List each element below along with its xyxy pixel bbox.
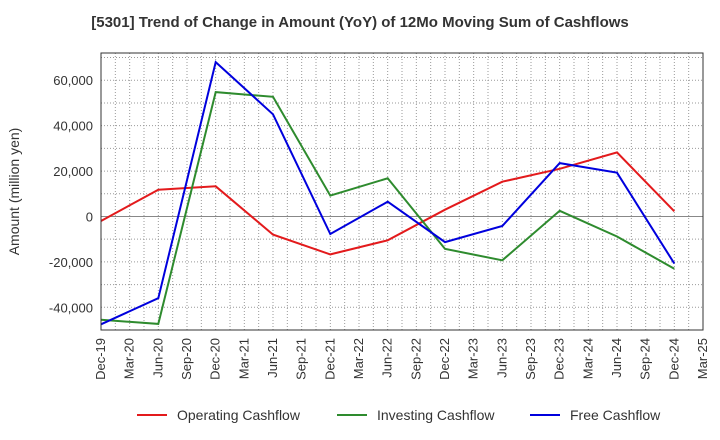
legend-swatch-free [530,414,560,416]
x-tick-label: Dec-20 [208,338,223,380]
x-tick-label: Dec-23 [552,338,567,380]
y-tick-label: 60,000 [53,73,93,88]
y-tick-labels: -40,000 -20,000 0 20,000 40,000 60,000 [49,73,93,315]
x-tick-label: Jun-23 [494,338,509,378]
chart-title: [5301] Trend of Change in Amount (YoY) o… [91,14,629,31]
x-tick-label: Mar-21 [236,338,251,379]
series-line-free-cashflow[interactable] [100,60,676,326]
x-tick-label: Sep-21 [294,338,309,380]
x-tick-label: Mar-22 [351,338,366,379]
x-tick-label: Jun-21 [265,338,280,378]
x-tick-label: Dec-19 [93,338,108,380]
y-tick-label: 40,000 [53,119,93,134]
series-line-investing-cashflow[interactable] [100,91,675,325]
legend-swatch-investing [337,414,367,416]
x-tick-label: Jun-20 [150,338,165,378]
x-tick-label: Mar-20 [122,338,137,379]
x-tick-label: Sep-24 [638,338,653,380]
y-tick-label: 0 [86,209,93,224]
legend-item-investing[interactable]: Investing Cashflow [337,404,495,426]
x-tick-label: Mar-25 [695,338,710,379]
x-tick-label: Dec-21 [322,338,337,380]
legend: Operating Cashflow Investing Cashflow Fr… [0,404,720,426]
series-line-operating-cashflow[interactable] [100,151,676,256]
legend-item-operating[interactable]: Operating Cashflow [137,404,300,426]
x-tick-label: Mar-23 [466,338,481,379]
legend-label-free: Free Cashflow [570,407,661,423]
horizontal-gridlines [101,57,703,308]
x-tick-label: Sep-20 [179,338,194,380]
x-tick-label: Jun-22 [380,338,395,378]
y-tick-label: -20,000 [49,255,93,270]
x-tick-label: Sep-23 [523,338,538,380]
legend-label-investing: Investing Cashflow [377,407,495,423]
y-tick-label: -40,000 [49,300,93,315]
x-tick-label: Jun-24 [609,338,624,378]
x-tick-label: Dec-24 [666,338,681,380]
legend-label-operating: Operating Cashflow [177,407,300,423]
legend-swatch-operating [137,414,167,416]
series-layer [100,60,676,326]
x-tick-label: Dec-22 [437,338,452,380]
y-axis-label: Amount (million yen) [6,128,22,256]
legend-item-free[interactable]: Free Cashflow [530,404,660,426]
plot-border [100,52,704,331]
x-tick-labels: Dec-19 Mar-20 Jun-20 Sep-20 Dec-20 Mar-21 Jun-… [93,338,710,380]
x-tick-label: Mar-24 [580,338,595,379]
x-tick-label: Sep-22 [408,338,423,380]
y-tick-label: 20,000 [53,164,93,179]
